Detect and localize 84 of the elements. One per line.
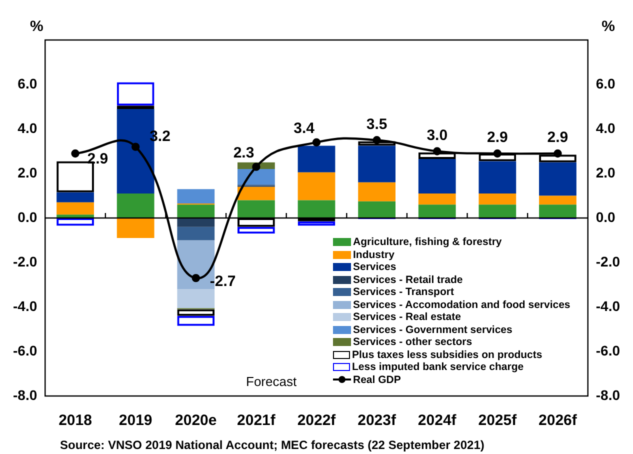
y-tick-label: -4.0 bbox=[13, 298, 38, 314]
bar bbox=[238, 169, 275, 185]
bar bbox=[238, 186, 275, 200]
source-note: Source: VNSO 2019 National Account; MEC forecasts (22 September 2021) bbox=[60, 438, 484, 452]
bar bbox=[418, 194, 456, 205]
x-tick-label: 2018 bbox=[58, 412, 92, 430]
bar bbox=[298, 200, 336, 218]
legend-label: Industry bbox=[353, 248, 394, 261]
y2-axis-title: % bbox=[602, 18, 615, 35]
bar bbox=[177, 189, 215, 204]
point bbox=[554, 149, 562, 158]
x-tick-label: 2019 bbox=[118, 412, 152, 430]
legend-label: Services - other sectors bbox=[353, 336, 472, 348]
point bbox=[131, 142, 140, 151]
y2-tick-label: 4.0 bbox=[596, 120, 616, 136]
y-tick-label: -6.0 bbox=[13, 342, 38, 358]
data-label: -2.7 bbox=[210, 273, 236, 290]
x-tick-label: 2026f bbox=[538, 412, 578, 430]
y-axis-title: % bbox=[30, 18, 44, 35]
x-tick-label: 2025f bbox=[478, 412, 518, 430]
legend-label: Services - Government services bbox=[353, 324, 512, 336]
point bbox=[192, 274, 200, 282]
x-tick-label: 2020e bbox=[175, 412, 217, 430]
bar bbox=[539, 162, 576, 196]
point bbox=[71, 149, 80, 158]
y2-tick-label: -8.0 bbox=[596, 386, 620, 403]
y-tick-label: -2.0 bbox=[13, 253, 38, 270]
legend-label: Services - Real estate bbox=[353, 311, 461, 324]
x-tick-label: 2023f bbox=[358, 412, 397, 430]
y2-tick-label: -4.0 bbox=[596, 298, 620, 314]
bar bbox=[478, 204, 516, 218]
y2-tick-label: 0.0 bbox=[596, 208, 616, 225]
bar bbox=[56, 192, 94, 202]
bar bbox=[177, 289, 215, 308]
legend-label: Less imputed bank service charge bbox=[352, 361, 524, 374]
x-tick-label: 2021f bbox=[237, 412, 276, 430]
x-tick-label: 2022f bbox=[297, 412, 337, 430]
legend-label: Real GDP bbox=[353, 374, 401, 386]
y2-tick-label: -2.0 bbox=[596, 253, 620, 270]
point bbox=[312, 138, 321, 146]
legend-label: Agriculture, fishing & forestry bbox=[353, 236, 502, 248]
bar bbox=[478, 161, 516, 194]
bar bbox=[177, 204, 215, 218]
data-label: 3.0 bbox=[426, 126, 448, 144]
data-label: 3.4 bbox=[294, 120, 316, 137]
data-label: 2.9 bbox=[547, 129, 568, 146]
y2-tick-label: 6.0 bbox=[596, 75, 616, 92]
bar bbox=[177, 218, 215, 227]
bar bbox=[238, 200, 275, 218]
bar bbox=[418, 204, 456, 218]
bar bbox=[116, 218, 154, 238]
data-label: 3.5 bbox=[366, 116, 388, 133]
y-tick-label: 2.0 bbox=[18, 164, 38, 180]
x-tick-label: 2024f bbox=[418, 412, 458, 430]
bar bbox=[56, 202, 94, 215]
data-label: 2.9 bbox=[486, 129, 508, 146]
bar bbox=[358, 182, 396, 202]
data-label: 2.3 bbox=[233, 144, 254, 162]
bar bbox=[358, 146, 396, 182]
point bbox=[372, 136, 381, 144]
legend-label: Services - Retail trade bbox=[353, 274, 463, 286]
annotation: Forecast bbox=[246, 374, 297, 389]
point bbox=[493, 149, 502, 158]
bar bbox=[177, 226, 215, 240]
bar bbox=[539, 196, 576, 205]
y-tick-label: 0.0 bbox=[18, 208, 38, 225]
bar bbox=[418, 159, 456, 194]
y-tick-label: -8.0 bbox=[13, 386, 38, 403]
point bbox=[433, 147, 442, 156]
legend-label: Services - Transport bbox=[353, 286, 454, 298]
y2-tick-label: 2.0 bbox=[596, 164, 616, 180]
legend-label: Services bbox=[353, 261, 396, 274]
legend-label: Services - Accomodation and food services bbox=[353, 298, 570, 311]
bar bbox=[358, 201, 396, 218]
y2-tick-label: -6.0 bbox=[596, 342, 620, 358]
y-tick-label: 4.0 bbox=[18, 120, 38, 136]
bar bbox=[298, 172, 336, 200]
bar bbox=[298, 146, 336, 172]
bar bbox=[539, 204, 576, 218]
legend-label: Plus taxes less subsidies on products bbox=[352, 348, 542, 361]
point bbox=[252, 162, 260, 171]
bar bbox=[478, 194, 516, 205]
y-tick-label: 6.0 bbox=[18, 75, 38, 92]
bar bbox=[116, 194, 154, 218]
